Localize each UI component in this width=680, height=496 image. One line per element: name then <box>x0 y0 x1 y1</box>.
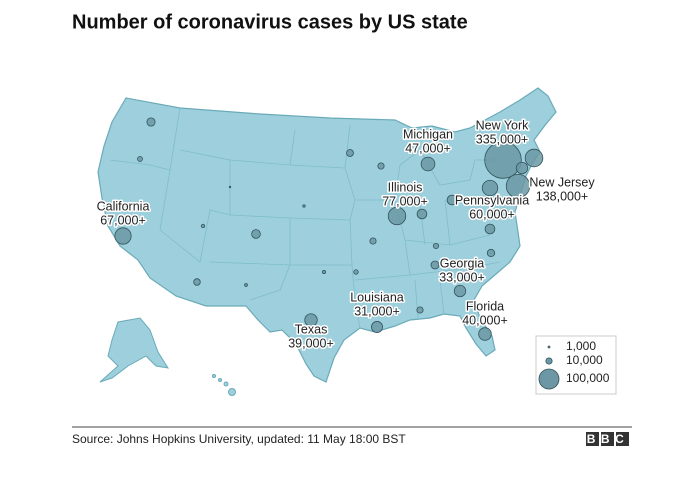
bubble <box>302 204 306 208</box>
us-map <box>97 87 557 396</box>
legend-bubble <box>545 357 553 365</box>
bubble <box>430 260 440 270</box>
bubble <box>416 306 424 314</box>
value-label: 77,000+ <box>382 194 428 208</box>
bubble <box>137 156 143 162</box>
value-label: 335,000+ <box>476 132 528 146</box>
bubble <box>146 117 156 127</box>
bubble <box>228 185 232 189</box>
state-name: Michigan <box>403 127 453 141</box>
bubble <box>484 223 496 235</box>
value-label: 39,000+ <box>288 336 334 350</box>
bubble <box>114 227 132 245</box>
alaska <box>99 317 170 383</box>
bubble <box>244 283 248 287</box>
bubble <box>251 229 261 239</box>
legend-label: 10,000 <box>566 353 603 367</box>
bubble <box>369 237 377 245</box>
bubble <box>446 194 458 206</box>
bubble <box>499 207 509 217</box>
bubble <box>484 141 522 179</box>
logo-text: BBC <box>587 432 630 446</box>
bubble <box>193 278 201 286</box>
bubble <box>481 179 499 197</box>
source-note: Source: Johns Hopkins University, update… <box>72 432 406 446</box>
chart-title: Number of coronavirus cases by US state <box>72 11 468 33</box>
value-label: 40,000+ <box>462 313 508 327</box>
bubble <box>200 223 206 229</box>
bubble <box>420 156 436 172</box>
bubble <box>377 162 385 170</box>
bubble <box>304 313 318 327</box>
state-name: Texas <box>295 322 328 336</box>
bubble <box>515 161 529 175</box>
state-name: New Jersey <box>529 175 595 189</box>
legend-bubble <box>547 345 551 349</box>
value-label: 47,000+ <box>405 141 451 155</box>
state-name: California <box>97 199 150 213</box>
legend-label: 1,000 <box>566 339 596 353</box>
bubble <box>416 208 428 220</box>
bubble <box>432 242 440 250</box>
bubble <box>387 206 407 226</box>
state-name: Pennsylvania <box>455 193 529 207</box>
bubble <box>322 270 326 274</box>
bubble <box>486 248 496 258</box>
bubble <box>371 321 383 333</box>
value-label: 67,000+ <box>100 213 146 227</box>
bubble <box>505 173 531 199</box>
legend-label: 100,000 <box>566 371 610 385</box>
value-label: 31,000+ <box>354 304 400 318</box>
hawaii <box>212 374 236 396</box>
state-name: New York <box>476 118 530 132</box>
state-name: Georgia <box>440 256 485 270</box>
bubbles <box>114 117 544 341</box>
value-label: 60,000+ <box>469 207 515 221</box>
bubble <box>346 149 354 157</box>
us-outline <box>97 87 557 383</box>
logo: BBC <box>586 432 629 446</box>
state-name: Louisiana <box>350 290 404 304</box>
state-name: Illinois <box>388 180 423 194</box>
bubble <box>478 327 492 341</box>
bubble <box>453 284 467 298</box>
bubble <box>524 148 544 168</box>
bubble <box>353 269 359 275</box>
legend-bubble <box>538 368 560 390</box>
state-name: Florida <box>466 299 504 313</box>
value-label: 33,000+ <box>439 270 485 284</box>
value-label: 138,000+ <box>536 189 588 203</box>
